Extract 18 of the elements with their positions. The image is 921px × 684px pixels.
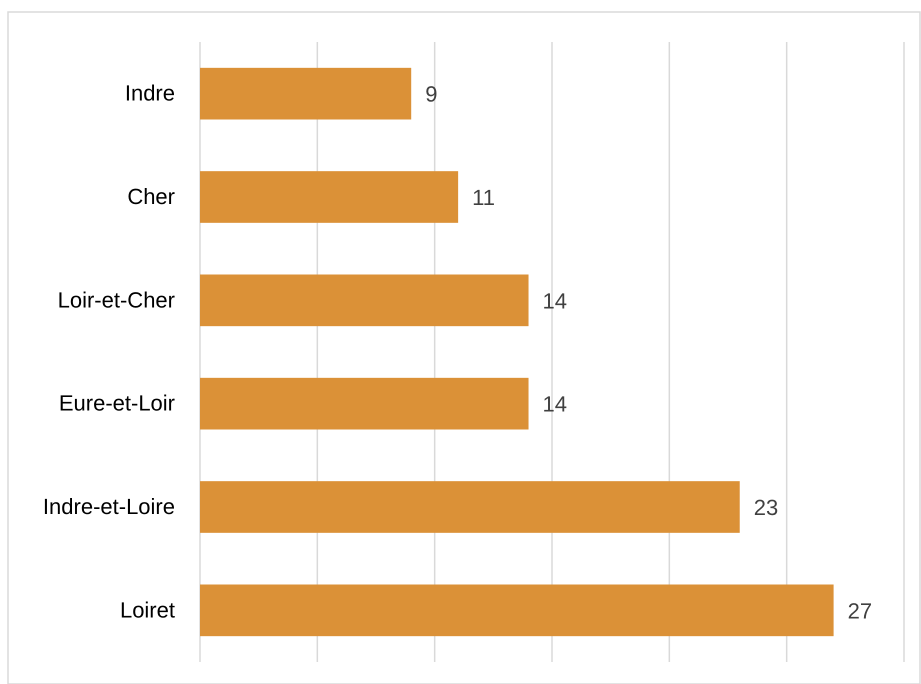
y-tick-label: Cher [127,184,175,209]
data-label: 11 [472,185,495,210]
bar [200,378,529,430]
bar [200,68,412,120]
y-tick-label: Loir-et-Cher [58,287,175,312]
bar [200,481,740,533]
y-tick-label: Loiret [120,597,175,622]
data-label: 9 [425,82,438,107]
data-label: 23 [754,495,778,520]
y-tick-label: Indre-et-Loire [42,494,175,519]
bar [200,274,529,326]
data-label: 14 [542,392,568,417]
data-label: 27 [848,598,872,624]
data-label: 14 [542,288,568,314]
bar [200,584,834,636]
y-tick-label: Indre [124,80,175,106]
y-tick-label: Eure-et-Loir [58,390,175,416]
bar [200,171,458,223]
